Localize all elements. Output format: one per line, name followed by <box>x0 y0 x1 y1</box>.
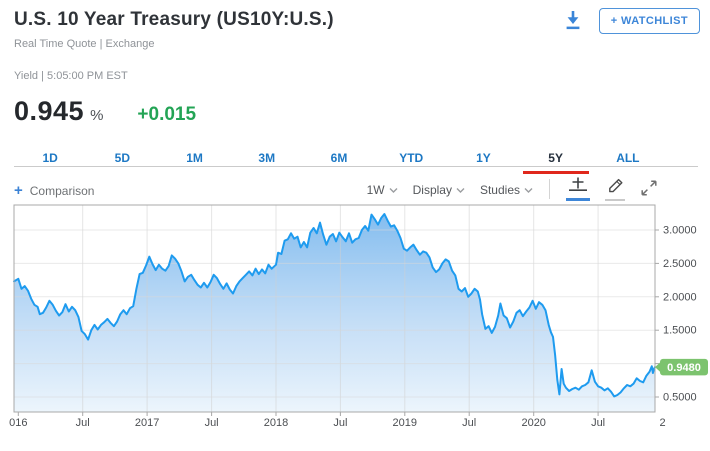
tab-1m[interactable]: 1M <box>186 151 203 165</box>
tab-6m[interactable]: 6M <box>330 151 348 165</box>
quote-time: Yield | 5:05:00 PM EST <box>14 70 128 82</box>
x-axis-label: Jul <box>76 417 90 429</box>
y-axis-label: 0.5000 <box>663 392 697 404</box>
comparison-label: Comparison <box>29 183 95 198</box>
y-axis-label: 1.5000 <box>663 325 697 337</box>
x-axis-label: 2 <box>659 417 665 429</box>
plot-border <box>13 204 656 413</box>
tabs-separator <box>14 166 698 167</box>
range-tabs: 1D 5D 1M 3M 6M YTD 1Y 5Y ALL <box>14 146 664 174</box>
page-title: U.S. 10 Year Treasury (US10Y:U.S.) <box>14 9 334 30</box>
yield-area <box>14 214 655 412</box>
price-change: +0.015 <box>137 104 197 125</box>
price-chart[interactable]: 016 Jul 2017 Jul 2018 Jul 2019 Jul 2020 Jul 2 3.000… <box>0 200 710 446</box>
expand-button[interactable] <box>638 178 660 200</box>
quote-source: Real Time Quote | Exchange <box>14 38 155 50</box>
download-button[interactable] <box>559 6 587 36</box>
display-dropdown[interactable]: Display <box>411 180 467 199</box>
plus-icon: + <box>14 182 23 199</box>
tab-3m[interactable]: 3M <box>258 151 276 165</box>
chevron-down-icon <box>524 182 533 197</box>
chevron-down-icon <box>389 182 398 197</box>
price-unit: % <box>90 107 104 124</box>
price-value: 0.945 <box>14 96 85 126</box>
comparison-button[interactable]: + Comparison <box>12 181 96 200</box>
toolbar-divider <box>549 179 550 199</box>
crosshair-icon <box>568 177 588 195</box>
studies-dropdown[interactable]: Studies <box>478 180 535 199</box>
chevron-down-icon <box>456 182 465 197</box>
draw-underline <box>605 198 625 201</box>
last-price-badge: 0.9480 <box>655 358 708 376</box>
tab-1d[interactable]: 1D <box>42 151 58 165</box>
x-axis-label: 2020 <box>521 417 545 429</box>
y-axis-label: 2.5000 <box>663 258 697 270</box>
x-axis-label: Jul <box>462 417 476 429</box>
download-icon <box>561 11 585 37</box>
tab-1y[interactable]: 1Y <box>476 151 491 165</box>
chart-toolbar: 1W Display Studies <box>365 177 660 201</box>
x-axis-label: 2017 <box>135 417 159 429</box>
x-axis-label: Jul <box>333 417 347 429</box>
interval-label: 1W <box>366 182 385 197</box>
x-axis-label: Jul <box>205 417 219 429</box>
y-axis-label: 3.0000 <box>663 225 697 237</box>
studies-label: Studies <box>479 182 520 197</box>
x-axis-label: 2018 <box>264 417 288 429</box>
watchlist-button[interactable]: + WATCHLIST <box>598 8 700 34</box>
yield-line <box>13 213 656 398</box>
svg-text:0.9480: 0.9480 <box>667 362 701 374</box>
x-axis-label: Jul <box>591 417 605 429</box>
crosshair-button[interactable] <box>564 177 592 201</box>
pencil-icon <box>606 178 624 196</box>
x-axis-label: 2019 <box>393 417 417 429</box>
tab-ytd[interactable]: YTD <box>399 151 424 165</box>
tab-all[interactable]: ALL <box>616 151 640 165</box>
tab-5y[interactable]: 5Y <box>520 146 592 174</box>
x-axis-label: 016 <box>9 417 27 429</box>
display-label: Display <box>412 182 452 197</box>
draw-button[interactable] <box>603 178 627 201</box>
price-row: 0.945 % +0.015 <box>14 96 196 127</box>
tab-5d[interactable]: 5D <box>114 151 130 165</box>
y-axis-label: 2.0000 <box>663 291 697 303</box>
crosshair-active-indicator <box>566 198 590 201</box>
header-actions: + WATCHLIST <box>559 6 700 36</box>
expand-icon <box>640 179 658 200</box>
interval-dropdown[interactable]: 1W <box>365 180 400 199</box>
